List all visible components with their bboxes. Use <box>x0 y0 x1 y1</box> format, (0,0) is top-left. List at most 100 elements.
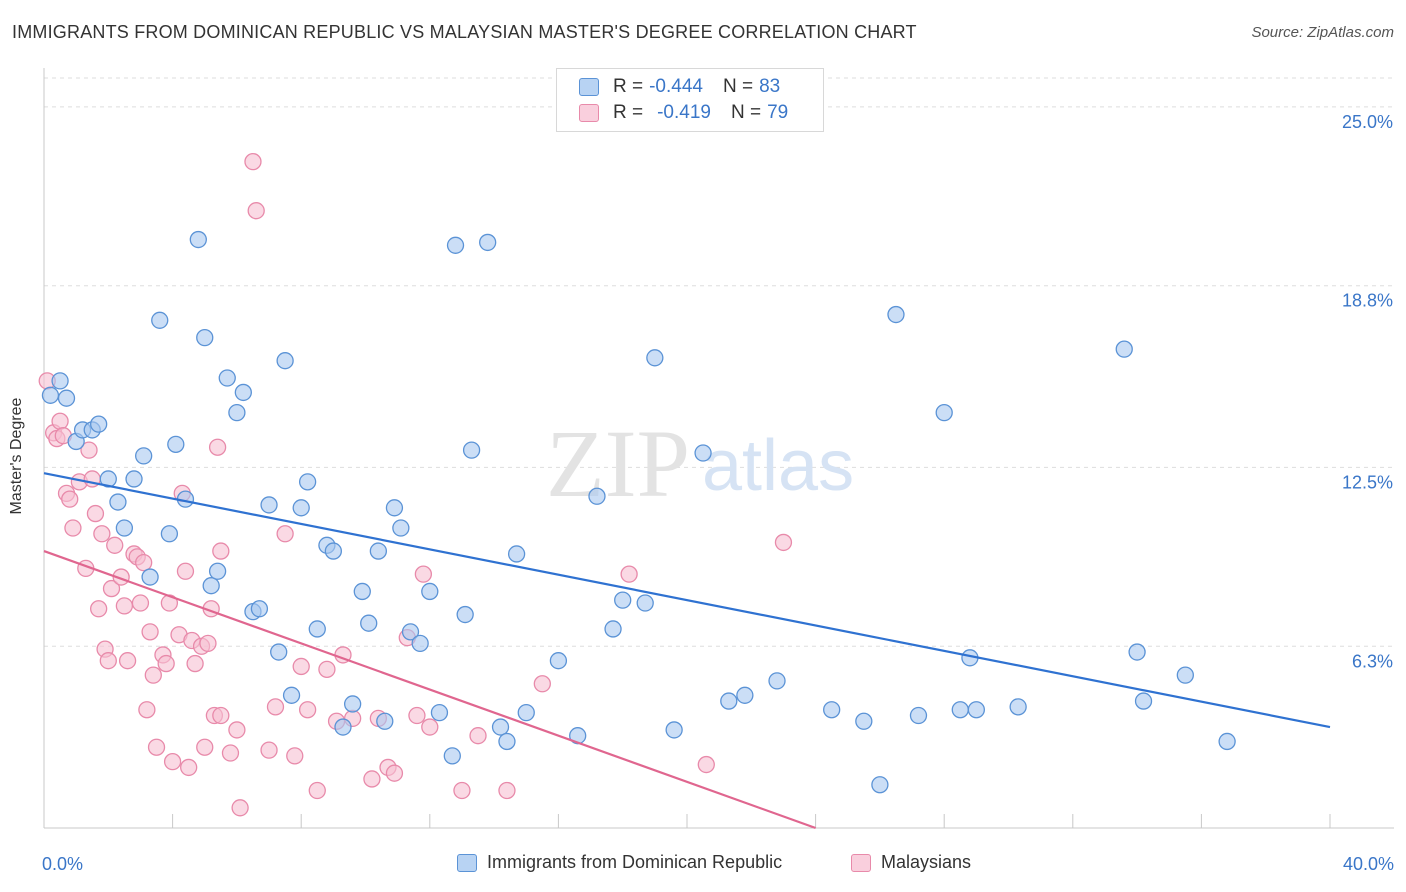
dominican-point <box>443 747 461 765</box>
stats-legend: R = -0.444 N = 83 R = -0.419 N = 79 <box>556 68 824 132</box>
dominican-point <box>260 496 278 514</box>
chart-title: IMMIGRANTS FROM DOMINICAN REPUBLIC VS MA… <box>12 22 917 42</box>
malaysian-point <box>61 490 79 508</box>
malaysian-point <box>221 744 240 762</box>
legend-r-value: -0.444 <box>649 76 703 97</box>
dominican-point <box>1134 692 1153 710</box>
dominican-point <box>588 487 606 505</box>
dominican-point <box>967 701 985 719</box>
dominican-point <box>517 703 535 722</box>
axes <box>43 68 1394 829</box>
dominican-point <box>604 620 622 638</box>
tick-labels: 6.3% 12.5% 18.8% 25.0% 0.0% 40.0% <box>42 112 1394 874</box>
x-tick-label-min: 0.0% <box>42 854 83 874</box>
dominican-point <box>1115 340 1133 358</box>
dominican-point <box>369 542 388 560</box>
dominican-point <box>446 236 465 254</box>
dominican-point <box>353 582 371 601</box>
malaysian-point <box>208 438 227 456</box>
dominican-point <box>421 582 439 601</box>
dominican-point <box>343 695 362 713</box>
legend-row-malaysians: R = -0.419 N = 79 <box>579 101 788 125</box>
dominican-point <box>887 305 905 324</box>
malaysian-point <box>90 600 108 618</box>
malaysian-point <box>421 718 439 736</box>
malaysian-point <box>286 747 304 765</box>
series-legend: Immigrants from Dominican Republic Malay… <box>0 852 1406 876</box>
dominican-point <box>57 389 76 407</box>
watermark-atlas: atlas <box>702 426 854 506</box>
dominican-point <box>694 444 712 462</box>
dominican-point <box>298 473 317 491</box>
dominican-point <box>411 634 429 653</box>
malaysian-point <box>308 781 326 800</box>
legend-n-label: N = <box>730 102 762 123</box>
malaysian-point <box>118 652 137 670</box>
dominican-point <box>151 311 169 329</box>
dominican-point <box>334 718 352 736</box>
y-tick-label: 12.5% <box>1342 472 1393 492</box>
malaysian-point <box>244 153 262 171</box>
dominican-point <box>909 706 928 725</box>
dominican-point <box>160 525 179 543</box>
dominican-point <box>308 620 326 638</box>
malaysian-point <box>93 525 111 543</box>
malaysian-point <box>99 652 117 670</box>
legend-r-value: -0.419 <box>657 102 711 123</box>
malaysian-point <box>102 579 121 598</box>
dominican-point <box>109 493 127 511</box>
malaysian-point <box>86 504 105 523</box>
dominican-point <box>507 545 526 563</box>
dominican-point <box>636 594 654 612</box>
y-tick-label: 6.3% <box>1352 651 1393 671</box>
dominican-point <box>324 542 343 560</box>
malaysian-point <box>228 721 246 739</box>
dominican-point <box>202 577 220 595</box>
malaysian-point <box>176 562 195 580</box>
malaysian-point <box>141 623 159 641</box>
dominican-point <box>196 328 214 347</box>
malaysian-point <box>186 654 204 673</box>
legend-label-dominican: Immigrants from Dominican Republic <box>487 852 783 872</box>
dominican-point <box>234 383 252 402</box>
dominican-point <box>549 652 568 670</box>
malaysian-trend-line <box>43 550 816 830</box>
legend-label-malaysians: Malaysians <box>881 852 972 872</box>
dominican-point <box>430 703 449 722</box>
dominican-point <box>41 386 60 404</box>
dominican-point <box>736 686 754 704</box>
malaysian-point <box>157 654 175 673</box>
dominican-point <box>1009 698 1027 716</box>
malaysian-point <box>469 727 487 745</box>
malaysian-point <box>298 701 317 719</box>
malaysian-point <box>292 657 310 676</box>
dominican-point <box>360 614 378 632</box>
legend-item-malaysians[interactable]: Malaysians <box>851 852 971 873</box>
malaysian-point <box>385 764 404 782</box>
malaysian-point <box>697 755 715 774</box>
dominican-point <box>456 605 474 624</box>
dominican-point <box>218 369 236 387</box>
legend-item-dominican[interactable]: Immigrants from Dominican Republic <box>457 852 782 873</box>
malaysian-point <box>138 701 156 719</box>
legend-r-label: R = <box>613 102 644 123</box>
malaysian-point <box>533 675 551 693</box>
y-tick-label: 25.0% <box>1342 112 1393 132</box>
malaysian-point <box>106 536 124 554</box>
x-tick-label-max: 40.0% <box>1343 854 1394 874</box>
dominican-point <box>768 672 786 690</box>
dominican-point <box>1176 666 1194 684</box>
malaysian-point <box>131 594 150 612</box>
dominican-point <box>167 435 185 453</box>
dominican-trend-line <box>43 472 1331 729</box>
malaysian-point <box>247 202 265 220</box>
dominican-point <box>479 233 497 252</box>
dominican-point <box>614 591 632 609</box>
malaysian-point <box>180 758 198 777</box>
dominican-point <box>823 701 841 719</box>
watermark-zip: ZIP <box>546 410 690 517</box>
dominican-point <box>462 441 481 459</box>
malaysian-point <box>144 666 162 684</box>
malaysian-point <box>163 753 182 771</box>
